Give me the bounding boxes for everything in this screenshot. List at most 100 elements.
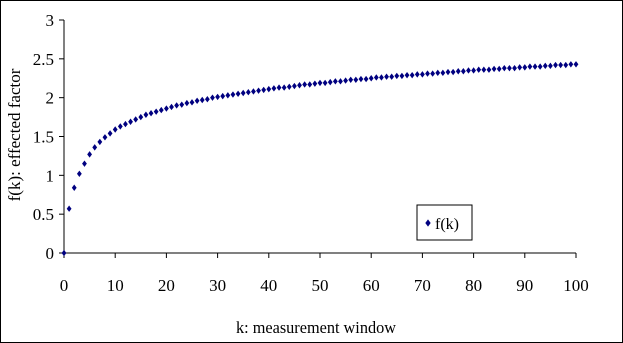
data-point: [466, 67, 471, 74]
data-point: [133, 116, 139, 123]
x-tick-label: 50: [312, 276, 329, 295]
y-tick-label: 1.5: [33, 128, 54, 147]
data-point: [220, 92, 226, 100]
legend: f(k): [416, 204, 473, 241]
data-point: [235, 90, 241, 97]
data-point: [532, 63, 538, 70]
data-point: [61, 249, 67, 257]
data-point: [240, 89, 246, 97]
data-point: [174, 102, 180, 109]
data-point: [82, 160, 87, 167]
x-tick-label: 40: [260, 276, 277, 295]
data-point: [322, 79, 328, 87]
y-tick-label: 3: [46, 11, 55, 30]
data-point: [184, 99, 190, 107]
data-point: [430, 70, 436, 77]
y-axis-ticks: 0 0.5 1 1.5 2 2.5 3: [33, 11, 64, 263]
data-point: [445, 68, 451, 76]
data-point: [460, 68, 466, 75]
y-tick-label: 2: [46, 89, 55, 108]
x-tick-label: 90: [516, 276, 533, 295]
y-axis-title: f(k): effected factor: [5, 68, 24, 201]
data-point: [97, 138, 103, 146]
data-point: [527, 63, 533, 70]
data-point: [568, 61, 574, 68]
data-point: [66, 205, 72, 212]
data-point: [266, 85, 272, 93]
x-tick-label: 20: [158, 276, 175, 295]
x-axis-title: k: measurement window: [236, 318, 397, 337]
data-point: [143, 111, 149, 118]
data-point: [558, 61, 564, 69]
data-point: [553, 61, 558, 69]
data-point: [481, 66, 487, 73]
data-point: [476, 66, 482, 73]
data-point: [225, 92, 231, 99]
data-point: [512, 64, 517, 72]
data-point: [112, 126, 118, 133]
data-point: [409, 71, 415, 79]
data-point: [164, 105, 169, 112]
data-point: [394, 72, 400, 80]
data-point: [440, 69, 446, 77]
data-point: [563, 61, 569, 69]
data-point: [107, 130, 113, 137]
data-point: [158, 106, 164, 114]
data-point: [76, 170, 82, 177]
data-point: [230, 91, 236, 98]
data-point: [312, 80, 318, 87]
data-point: [245, 89, 251, 96]
x-tick-label: 100: [563, 276, 589, 295]
x-tick-label: 30: [209, 276, 226, 295]
data-point: [414, 71, 420, 78]
data-point: [573, 61, 579, 68]
data-point: [189, 99, 195, 106]
data-point: [297, 82, 302, 89]
data-point: [179, 101, 185, 108]
data-point: [87, 151, 92, 158]
legend-label: f(k): [435, 216, 459, 233]
data-point: [373, 74, 379, 81]
x-axis-ticks: 0 10 20 30 40 50 60 70 80 90 100: [60, 253, 589, 295]
data-point: [486, 66, 492, 73]
data-point: [343, 77, 348, 84]
data-point: [517, 64, 523, 71]
data-point: [501, 64, 507, 72]
data-point: [123, 120, 128, 128]
data-point: [353, 76, 359, 84]
data-point: [138, 113, 144, 121]
x-tick-label: 80: [465, 276, 482, 295]
x-tick-label: 0: [60, 276, 69, 295]
data-point: [256, 87, 261, 94]
data-point: [332, 78, 338, 85]
x-tick-label: 60: [363, 276, 380, 295]
data-points: [61, 61, 579, 257]
data-point: [286, 83, 292, 90]
data-point: [507, 64, 512, 72]
data-point: [307, 81, 313, 88]
data-point: [522, 64, 528, 71]
data-point: [348, 76, 354, 84]
data-point: [199, 96, 205, 104]
data-point: [450, 68, 456, 76]
data-point: [471, 67, 476, 74]
data-point: [542, 62, 548, 70]
data-point: [384, 73, 389, 80]
data-point: [148, 110, 154, 117]
data-point: [317, 79, 323, 87]
x-tick-label: 70: [414, 276, 431, 295]
data-point: [204, 96, 210, 103]
data-point: [92, 144, 98, 151]
data-point: [420, 71, 425, 78]
data-point: [215, 93, 220, 101]
data-point: [281, 84, 287, 91]
data-point: [194, 97, 200, 104]
data-point: [169, 103, 174, 111]
data-point: [153, 108, 159, 115]
x-tick-label: 10: [107, 276, 124, 295]
y-tick-label: 1: [46, 166, 55, 185]
data-point: [210, 94, 215, 101]
legend-marker-diamond: [425, 219, 431, 227]
